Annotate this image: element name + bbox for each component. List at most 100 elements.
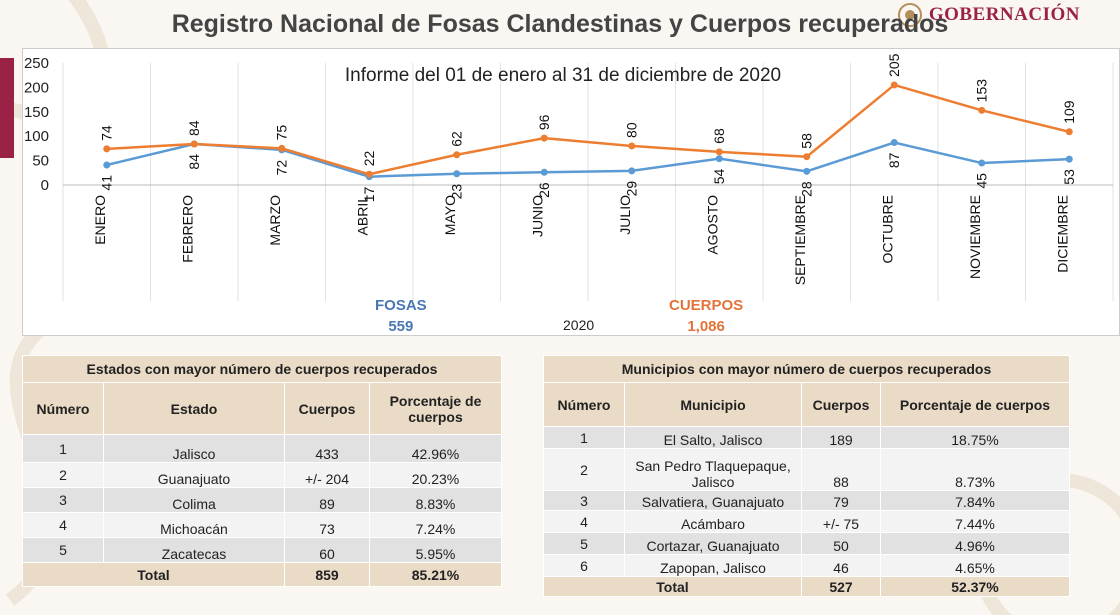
states-cell-percent: 7.24% [369,512,502,538]
data-point-fosas [1065,155,1073,163]
data-label-fosas: 29 [624,181,640,197]
states-row: 2 Guanajuato +/- 204 20.23% [22,462,502,488]
data-point-fosas [978,159,986,167]
data-label-cuerpos: 109 [1061,100,1077,124]
municipalities-cell-number: 4 [543,510,625,533]
municipalities-cell-bodies: 79 [801,490,881,511]
side-accent-bar [0,58,14,158]
x-category-label: SEPTIEMBRE [792,195,808,285]
data-point-cuerpos [190,140,198,148]
data-point-fosas [803,167,811,175]
states-table-caption: Estados con mayor número de cuerpos recu… [22,355,502,383]
municipalities-header-municipality: Municipio [624,382,802,427]
data-label-fosas: 45 [974,173,990,189]
states-total-label: Total [22,562,285,587]
municipalities-cell-number: 3 [543,490,625,511]
municipalities-total-bodies: 527 [801,576,881,597]
data-point-fosas [540,168,548,176]
states-row: 5 Zacatecas 60 5.95% [22,537,502,563]
data-label-cuerpos: 58 [799,133,815,149]
states-header-state: Estado [103,382,285,435]
x-category-label: OCTUBRE [879,195,895,263]
data-point-fosas [103,161,111,169]
municipalities-cell-number: 6 [543,554,625,577]
x-category-label: AGOSTO [704,195,720,255]
states-header-percent: Porcentaje de cuerpos [369,382,502,435]
data-point-cuerpos [1065,128,1073,136]
municipalities-cell-bodies: 46 [801,554,881,577]
legend-fosas: FOSAS 559 [375,295,427,337]
x-category-label: ABRIL [354,195,370,236]
data-point-cuerpos [890,81,898,89]
data-point-cuerpos [803,153,811,161]
x-category-label: FEBRERO [179,195,195,263]
states-cell-bodies: 60 [284,537,370,563]
municipalities-cell-percent: 4.96% [880,532,1070,555]
states-cell-percent: 20.23% [369,462,502,488]
states-cell-number: 1 [22,434,104,463]
municipalities-cell-bodies: 189 [801,426,881,449]
states-header-number: Número [22,382,104,435]
data-label-cuerpos: 84 [186,120,202,136]
data-label-fosas: 23 [449,184,465,200]
legend-cuerpos: CUERPOS 1,086 [669,295,743,337]
municipalities-cell-name: San Pedro Tlaquepaque, Jalisco [624,448,802,491]
seal-icon [897,3,922,27]
data-label-fosas: 53 [1061,169,1077,185]
x-axis-label: 2020 [563,317,595,333]
states-table: Estados con mayor número de cuerpos recu… [22,355,502,587]
states-cell-name: Zacatecas [103,537,285,563]
data-label-fosas: 54 [711,168,727,184]
y-tick-label: 200 [24,79,49,96]
data-label-fosas: 87 [886,152,902,168]
municipalities-cell-percent: 8.73% [880,448,1070,491]
data-label-fosas: 84 [186,154,202,170]
data-label-cuerpos: 80 [624,122,640,138]
page-title: Registro Nacional de Fosas Clandestinas … [171,10,949,38]
municipalities-cell-percent: 7.44% [880,510,1070,533]
data-label-fosas: 41 [99,175,115,191]
legend-cuerpos-total: 1,086 [687,318,725,335]
data-label-fosas: 72 [274,160,290,176]
municipalities-total-label: Total [543,576,802,597]
y-tick-label: 150 [24,104,49,121]
data-point-cuerpos [715,148,723,156]
data-label-fosas: 26 [536,182,552,198]
municipalities-cell-bodies: 88 [801,448,881,491]
municipalities-row: 5 Cortazar, Guanajuato 50 4.96% [543,532,1070,555]
data-point-cuerpos [278,144,286,152]
legend-fosas-total: 559 [388,318,414,335]
municipalities-table: Municipios con mayor número de cuerpos r… [543,355,1070,597]
states-cell-bodies: 89 [284,487,370,513]
x-category-label: JULIO [617,195,633,235]
municipalities-cell-percent: 18.75% [880,426,1070,449]
municipalities-cell-name: Zapopan, Jalisco [624,554,802,577]
data-label-cuerpos: 96 [536,114,552,130]
municipalities-row: 6 Zapopan, Jalisco 46 4.65% [543,554,1070,577]
data-label-cuerpos: 62 [449,131,465,147]
states-cell-bodies: 433 [284,434,370,463]
municipalities-row: 2 San Pedro Tlaquepaque, Jalisco 88 8.73% [543,448,1070,491]
states-total-percent: 85.21% [369,562,502,587]
legend-cuerpos-name: CUERPOS [669,297,744,314]
data-label-fosas: 28 [799,181,815,197]
municipalities-table-caption: Municipios con mayor número de cuerpos r… [543,355,1070,383]
municipalities-header-bodies: Cuerpos [801,382,881,427]
data-label-cuerpos: 153 [974,79,990,103]
x-category-label: MARZO [267,195,283,246]
gobernacion-logo: GOBERNACIÓN [897,2,1080,28]
municipalities-header-percent: Porcentaje de cuerpos [880,382,1070,427]
data-label-cuerpos: 74 [99,125,115,141]
data-point-cuerpos [628,142,636,150]
municipalities-cell-name: Acámbaro [624,510,802,533]
states-total-bodies: 859 [284,562,370,587]
data-point-cuerpos [978,106,986,114]
municipalities-row: 3 Salvatiera, Guanajuato 79 7.84% [543,490,1070,511]
states-row: 1 Jalisco 433 42.96% [22,434,502,463]
states-cell-name: Guanajuato [103,462,285,488]
data-point-cuerpos [540,134,548,142]
x-category-label: MAYO [442,195,458,235]
municipalities-header-number: Número [543,382,625,427]
data-label-cuerpos: 75 [274,125,290,141]
states-cell-name: Michoacán [103,512,285,538]
